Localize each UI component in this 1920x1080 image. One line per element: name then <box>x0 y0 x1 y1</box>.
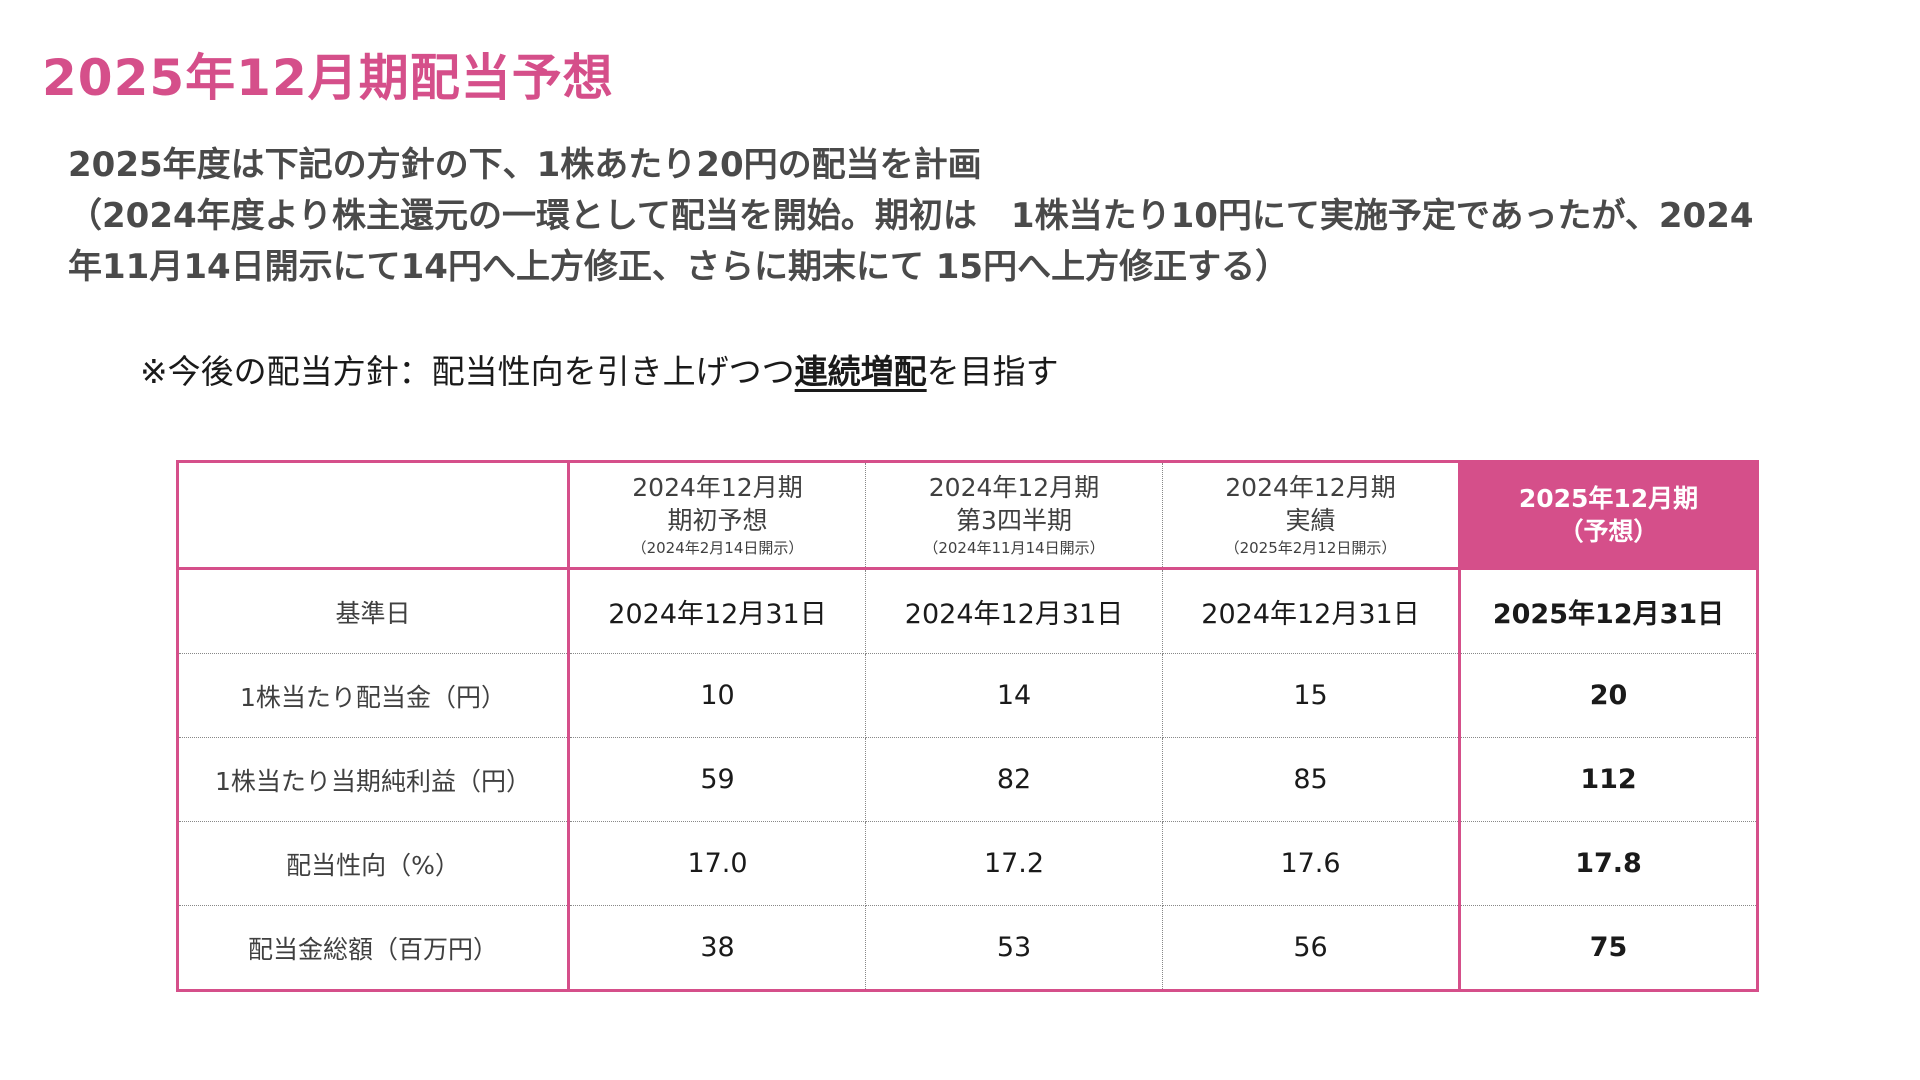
forecast-column-header: 2025年12月期 （予想） <box>1458 461 1758 570</box>
table-cell: 14 <box>865 653 1163 738</box>
table-cell: 82 <box>865 737 1163 822</box>
table-cell: 59 <box>568 737 866 822</box>
dividend-policy: ※今後の配当方針：配当性向を引き上げつつ連続増配を目指す <box>140 345 1059 393</box>
column-note: （2024年2月14日開示） <box>631 539 804 557</box>
table-cell: 2024年12月31日 <box>1162 568 1460 654</box>
table-cell: 10 <box>568 653 866 738</box>
row-label: 基準日 <box>177 568 570 654</box>
table-row: 1株当たり当期純利益（円） 59 82 85 112 <box>177 737 1758 822</box>
forecast-cell: 20 <box>1458 653 1758 738</box>
table-row: 配当性向（%） 17.0 17.2 17.6 17.8 <box>177 821 1758 906</box>
table-cell: 53 <box>865 905 1163 991</box>
summary-line-2: （2024年度より株主還元の一環として配当を開始。期初は 1株当たり10円にて実… <box>68 196 1754 236</box>
table-cell: 15 <box>1162 653 1460 738</box>
policy-suffix: を目指す <box>926 352 1059 391</box>
column-type: 期初予想 <box>667 506 768 535</box>
column-header: 2024年12月期 第3四半期 （2024年11月14日開示） <box>865 461 1163 570</box>
policy-emphasis: 連続増配 <box>794 352 927 391</box>
forecast-cell: 2025年12月31日 <box>1458 568 1758 654</box>
column-header: 2024年12月期 期初予想 （2024年2月14日開示） <box>568 461 866 570</box>
table-cell: 17.0 <box>568 821 866 906</box>
column-period: 2024年12月期 <box>928 473 1100 502</box>
table-cell: 17.6 <box>1162 821 1460 906</box>
policy-prefix: ※今後の配当方針：配当性向を引き上げつつ <box>140 352 795 391</box>
page-title: 2025年12月期配当予想 <box>42 49 614 107</box>
column-type: 第3四半期 <box>956 506 1072 535</box>
column-note: （2024年11月14日開示） <box>923 539 1105 557</box>
table-row: 配当金総額（百万円） 38 53 56 75 <box>177 905 1758 991</box>
column-period: 2024年12月期 <box>1225 473 1396 502</box>
dividend-forecast-table: 2024年12月期 期初予想 （2024年2月14日開示） 2024年12月期 … <box>176 460 1759 992</box>
table-cell: 2024年12月31日 <box>568 568 866 654</box>
summary-line-1: 2025年度は下記の方針の下、1株あたり20円の配当を計画 <box>68 145 982 185</box>
column-period: 2025年12月期 <box>1518 484 1699 513</box>
forecast-cell: 17.8 <box>1458 821 1758 906</box>
column-type: （予想） <box>1558 517 1659 546</box>
dividend-summary: 2025年度は下記の方針の下、1株あたり20円の配当を計画 （2024年度より株… <box>68 140 1898 293</box>
table-cell: 85 <box>1162 737 1460 822</box>
table-cell: 2024年12月31日 <box>865 568 1163 654</box>
column-header: 2024年12月期 実績 （2025年2月12日開示） <box>1162 461 1460 570</box>
table-row: 基準日 2024年12月31日 2024年12月31日 2024年12月31日 … <box>177 568 1758 654</box>
row-label: 1株当たり当期純利益（円） <box>177 737 570 822</box>
column-period: 2024年12月期 <box>632 473 803 502</box>
table-cell: 17.2 <box>865 821 1163 906</box>
table-row: 1株当たり配当金（円） 10 14 15 20 <box>177 653 1758 738</box>
header-corner-cell <box>177 461 570 570</box>
row-label: 1株当たり配当金（円） <box>177 653 570 738</box>
table-cell: 56 <box>1162 905 1460 991</box>
column-type: 実績 <box>1285 506 1336 535</box>
column-note: （2025年2月12日開示） <box>1224 539 1397 557</box>
table-cell: 38 <box>568 905 866 991</box>
forecast-cell: 112 <box>1458 737 1758 822</box>
row-label: 配当性向（%） <box>177 821 570 906</box>
row-label: 配当金総額（百万円） <box>177 905 570 991</box>
forecast-cell: 75 <box>1458 905 1758 991</box>
table-header-row: 2024年12月期 期初予想 （2024年2月14日開示） 2024年12月期 … <box>177 461 1758 570</box>
summary-line-3: 年11月14日開示にて14円へ上方修正、さらに期末にて 15円へ上方修正する） <box>68 247 1290 287</box>
